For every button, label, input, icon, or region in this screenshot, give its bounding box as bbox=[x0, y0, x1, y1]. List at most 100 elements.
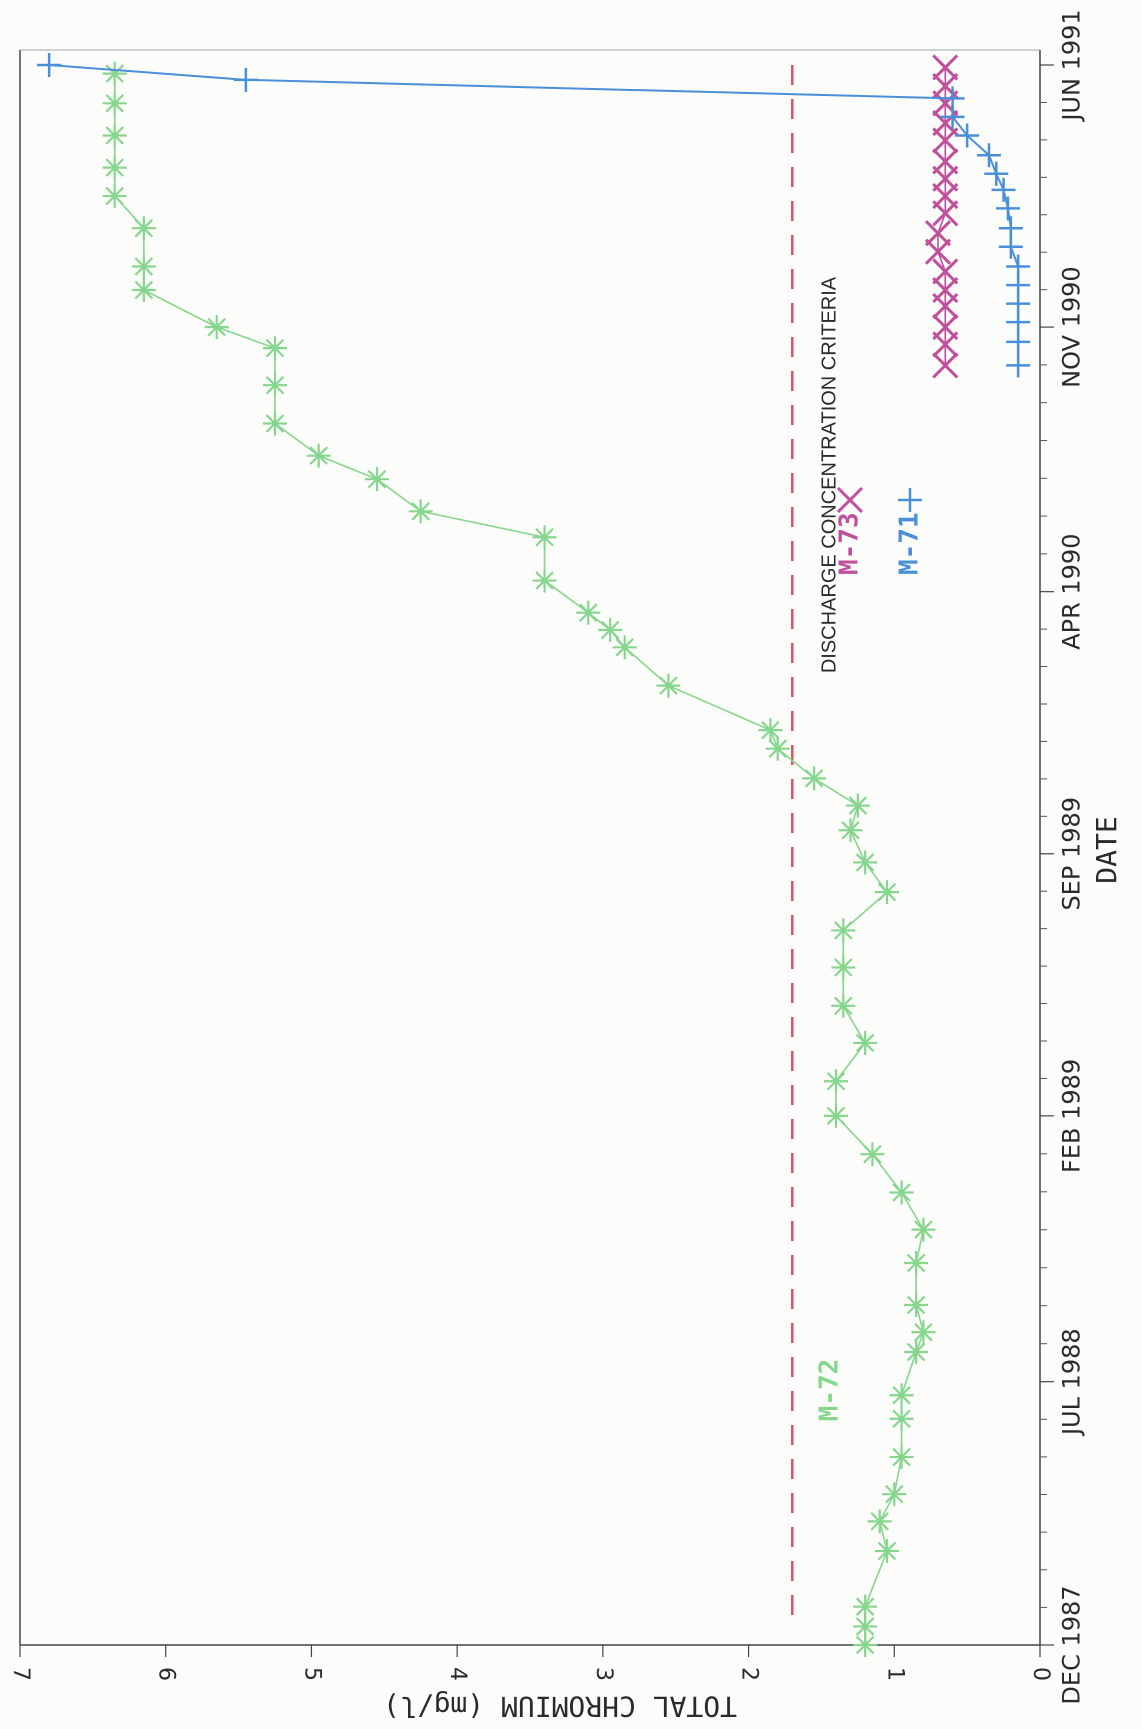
data-point bbox=[1006, 353, 1031, 378]
marker-asterisk-stroke bbox=[892, 1386, 911, 1405]
marker-asterisk-stroke bbox=[411, 502, 430, 521]
data-point bbox=[845, 793, 870, 818]
marker-asterisk-stroke bbox=[841, 821, 860, 840]
legend-label: M-73 bbox=[835, 512, 865, 575]
data-point bbox=[102, 61, 127, 86]
data-point bbox=[860, 1142, 885, 1167]
data-point bbox=[306, 443, 331, 468]
data-point bbox=[824, 1069, 848, 1094]
reference-line-label: DISCHARGE CONCENTRATION CRITERIA bbox=[819, 276, 841, 673]
data-point bbox=[831, 918, 856, 943]
marker-asterisk-stroke bbox=[855, 1617, 875, 1636]
marker-asterisk-stroke bbox=[885, 1484, 904, 1504]
y-axis-title: TOTAL CHROMIUM (mg/l) bbox=[383, 1690, 737, 1723]
series-m-71 bbox=[37, 53, 1031, 378]
date-tick-label: DEC 1987 bbox=[1058, 1585, 1086, 1704]
y-tick-label: 7 bbox=[8, 1667, 33, 1681]
y-tick-label: 6 bbox=[154, 1667, 179, 1681]
marker-asterisk-stroke bbox=[914, 1220, 933, 1239]
data-point bbox=[263, 373, 287, 398]
data-point bbox=[932, 352, 959, 379]
marker-asterisk-stroke bbox=[309, 446, 328, 465]
marker-x-b bbox=[932, 258, 959, 285]
data-point bbox=[365, 467, 389, 492]
marker-x-b bbox=[932, 314, 959, 341]
data-point bbox=[867, 1509, 892, 1534]
data-point bbox=[853, 1594, 878, 1619]
marker-asterisk-stroke bbox=[535, 528, 554, 547]
date-tick-label: SEP 1989 bbox=[1058, 797, 1086, 911]
data-point bbox=[932, 276, 959, 304]
marker-asterisk-stroke bbox=[870, 1512, 889, 1531]
marker-asterisk-stroke bbox=[615, 638, 634, 657]
data-point bbox=[831, 955, 856, 980]
date-tick-label: NOV 1990 bbox=[1058, 266, 1086, 388]
data-point bbox=[131, 216, 156, 241]
y-tick-label: 1 bbox=[882, 1667, 907, 1681]
data-point bbox=[263, 336, 287, 361]
marker-asterisk-stroke bbox=[105, 64, 124, 83]
data-point bbox=[853, 850, 878, 875]
data-point bbox=[102, 184, 127, 209]
data-point bbox=[612, 635, 637, 660]
data-point bbox=[532, 525, 557, 550]
data-point bbox=[955, 123, 980, 148]
x-axis-title: DATE bbox=[1090, 816, 1123, 883]
y-tick-label: 3 bbox=[591, 1667, 616, 1681]
date-tick-label: FEB 1989 bbox=[1058, 1059, 1086, 1173]
marker-asterisk-stroke bbox=[659, 676, 678, 695]
date-tick-label: JUN 1991 bbox=[1058, 9, 1086, 122]
data-point bbox=[102, 123, 127, 148]
marker-asterisk-stroke bbox=[134, 280, 154, 300]
marker-x-b bbox=[932, 148, 959, 175]
data-point bbox=[904, 1293, 929, 1318]
y-tick-label: 5 bbox=[299, 1667, 324, 1681]
data-point bbox=[37, 53, 62, 77]
data-point bbox=[831, 993, 856, 1018]
marker-asterisk-stroke bbox=[265, 414, 285, 433]
data-point bbox=[932, 314, 959, 341]
marker-asterisk-stroke bbox=[600, 620, 620, 640]
y-tick-label: 2 bbox=[737, 1667, 762, 1681]
data-point bbox=[977, 143, 1001, 168]
data-point bbox=[911, 1217, 936, 1242]
marker-asterisk-stroke bbox=[914, 1322, 933, 1342]
marker-asterisk-stroke bbox=[892, 1183, 911, 1202]
marker-asterisk-stroke bbox=[761, 720, 780, 740]
marker-asterisk-stroke bbox=[826, 1106, 846, 1126]
data-point bbox=[998, 216, 1023, 241]
marker-asterisk-stroke bbox=[535, 571, 554, 590]
marker-asterisk-stroke bbox=[834, 996, 853, 1016]
marker-x-b bbox=[836, 486, 864, 514]
data-point bbox=[932, 258, 959, 285]
marker-x-b bbox=[924, 238, 952, 265]
data-point bbox=[1006, 254, 1031, 279]
data-point bbox=[853, 1614, 878, 1639]
data-point bbox=[532, 568, 557, 593]
marker-asterisk-stroke bbox=[265, 338, 285, 358]
data-point bbox=[904, 1250, 929, 1275]
marker-asterisk-stroke bbox=[134, 218, 154, 238]
marker-asterisk-stroke bbox=[906, 1295, 926, 1315]
marker-asterisk-stroke bbox=[134, 257, 154, 276]
marker-asterisk-stroke bbox=[834, 958, 853, 977]
data-point bbox=[408, 499, 433, 524]
legend-label: M-71 bbox=[895, 512, 925, 575]
data-point bbox=[875, 1539, 899, 1564]
data-point bbox=[911, 1320, 936, 1345]
data-point bbox=[889, 1383, 914, 1408]
series-label-m72: M-72 bbox=[815, 1359, 845, 1422]
data-point bbox=[904, 1339, 929, 1364]
legend-item: M-71 bbox=[895, 488, 925, 575]
data-point bbox=[233, 67, 258, 92]
data-point bbox=[765, 736, 790, 761]
data-point bbox=[656, 673, 681, 698]
marker-asterisk-stroke bbox=[855, 1033, 875, 1053]
marker-asterisk-stroke bbox=[892, 1447, 911, 1467]
data-point bbox=[102, 155, 127, 180]
data-point bbox=[802, 766, 827, 791]
data-point bbox=[576, 600, 601, 625]
marker-asterisk-stroke bbox=[367, 469, 387, 489]
